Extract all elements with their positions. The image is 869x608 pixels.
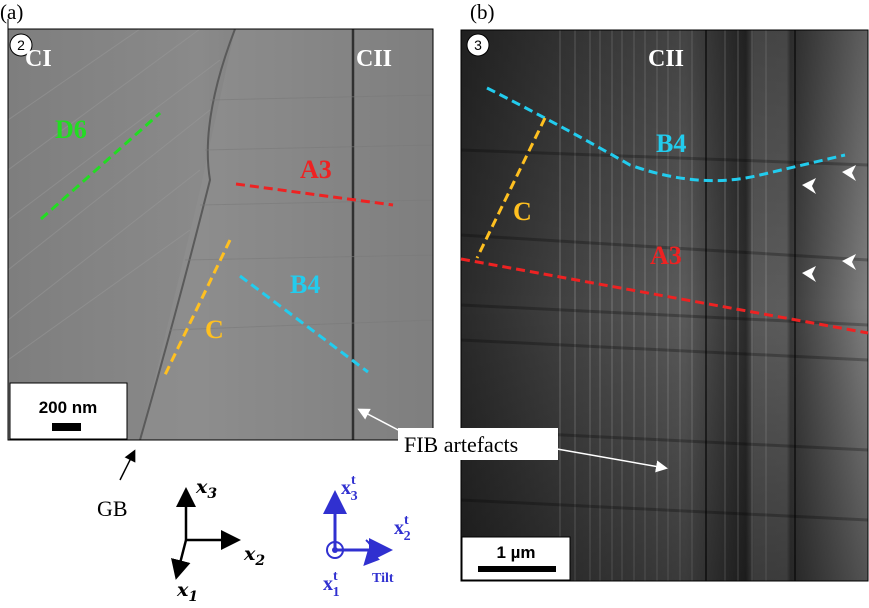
line-c-b <box>475 117 547 259</box>
panel-a-image <box>8 29 433 440</box>
label-c-a: C <box>205 315 224 344</box>
line-b4-a <box>239 274 369 374</box>
axis-x1-sub: 1 <box>188 589 198 605</box>
scale-bar-b <box>478 566 556 572</box>
tilt-axes: xt 3 xt 2 xt 1 Tilt <box>323 473 411 600</box>
fib-label-box <box>398 428 558 460</box>
tilt-x1-dot <box>332 547 338 553</box>
label-b4-b: B4 <box>656 129 686 158</box>
tilt-x3-sup: t <box>351 473 356 488</box>
gb-label: GB <box>97 496 128 521</box>
gb-arrow <box>119 449 136 481</box>
svg-text:x2: x2 <box>243 543 265 569</box>
tilt-x3-label: x <box>341 477 351 499</box>
fib-arrow-b <box>539 445 668 473</box>
line-d6 <box>40 111 161 221</box>
tilt-x1-circle <box>326 541 344 559</box>
arrowhead-1 <box>802 178 816 194</box>
axis-x1-label: x <box>176 579 189 601</box>
svg-text:xt2: xt 2 <box>394 513 411 544</box>
panel-b-badge: 3 <box>474 37 482 53</box>
arrowhead-4 <box>842 254 856 270</box>
line-c-a <box>162 239 232 378</box>
arrowhead-2 <box>842 165 856 181</box>
tilt-x3-sub: 3 <box>351 489 358 504</box>
tilt-rotation-arrow <box>363 539 381 566</box>
arrowheads <box>802 165 856 282</box>
scale-bar-a <box>52 423 81 431</box>
scale-label-a: 200 nm <box>39 398 98 417</box>
label-a3-a: A3 <box>300 155 332 184</box>
panel-b-frame <box>460 29 869 582</box>
panel-a-label: (a) <box>0 0 23 24</box>
svg-text:x3: x3 <box>195 476 217 502</box>
panel-b-badge-circle <box>466 33 490 57</box>
tilt-x1-sup: t <box>333 569 338 584</box>
grain-label-cii-a: CII <box>356 46 392 72</box>
sample-axes: x3 x2 x1 <box>171 476 265 605</box>
axis-x3-sub: 3 <box>207 486 217 502</box>
scale-box-b <box>461 536 571 581</box>
grain-label-cii-b: CII <box>648 46 684 72</box>
label-c-b: C <box>513 197 532 226</box>
tilt-label: Tilt <box>372 571 394 586</box>
axis-x2-sub: 2 <box>254 553 265 569</box>
label-b4-a: B4 <box>290 270 320 299</box>
panel-b-label: (b) <box>470 0 495 24</box>
grain-label-ci: CI <box>25 46 52 72</box>
label-a3-b: A3 <box>650 241 682 270</box>
axis-x2-label: x <box>243 543 256 565</box>
svg-text:x1: x1 <box>176 579 198 605</box>
tilt-x2-label: x <box>394 517 404 539</box>
tilt-x1-label: x <box>323 573 333 595</box>
panel-a-badge: 2 <box>17 37 25 53</box>
line-a3-a <box>235 182 394 207</box>
svg-text:xt1: xt 1 <box>323 569 340 600</box>
line-a3-b <box>460 257 869 335</box>
line-b4-b <box>486 86 846 183</box>
tilt-x2-sup: t <box>404 513 409 528</box>
panel-a-frame <box>7 28 434 441</box>
tilt-x1-sub: 1 <box>333 585 340 600</box>
axis-x3-label: x <box>195 476 208 498</box>
label-d6: D6 <box>55 115 87 144</box>
panel-b-image <box>461 30 868 581</box>
scale-label-b: 1 µm <box>496 543 535 562</box>
axis-x1-arrow <box>171 539 191 580</box>
fib-label: FIB artefacts <box>404 432 518 457</box>
panel-a-badge-circle <box>9 33 33 57</box>
svg-text:xt3: xt 3 <box>341 473 358 504</box>
fib-arrow-a <box>357 408 403 433</box>
arrowhead-3 <box>802 266 816 282</box>
tilt-x2-sub: 2 <box>404 529 411 544</box>
